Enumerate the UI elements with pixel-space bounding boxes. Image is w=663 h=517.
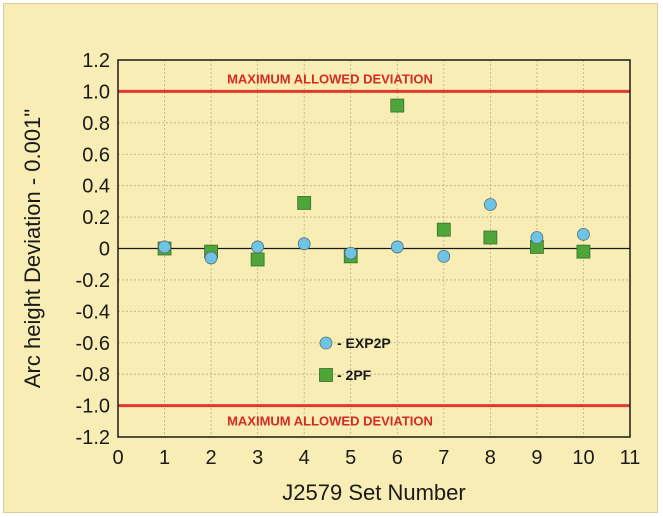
x-tick-label: 0 — [112, 447, 123, 469]
x-tick-label: 11 — [620, 447, 641, 469]
y-tick-label: -0.8 — [76, 364, 110, 386]
legend-label: - EXP2P — [337, 335, 391, 351]
legend-label: - 2PF — [337, 367, 372, 383]
exp2p-point — [297, 237, 311, 251]
exp2p-point — [437, 249, 451, 263]
y-tick-label: 0.4 — [82, 176, 110, 198]
y-tick-label: 0 — [99, 239, 110, 261]
max-deviation-label: MAXIMUM ALLOWED DEVIATION — [227, 414, 433, 429]
exp2p-point — [251, 240, 265, 254]
x-tick-label: 5 — [345, 447, 356, 469]
y-tick-label: -0.2 — [76, 270, 110, 292]
exp2p-point — [530, 231, 544, 244]
y-tick-label: -0.6 — [76, 333, 110, 355]
max-deviation-label: MAXIMUM ALLOWED DEVIATION — [227, 71, 433, 86]
x-tick-label: 8 — [485, 447, 496, 469]
x-tick-label: 7 — [438, 447, 449, 469]
y-axis-title: Arc height Deviation - 0.001" — [20, 109, 45, 388]
y-tick-label: 0.8 — [82, 113, 110, 135]
2pf-point — [483, 230, 498, 245]
exp2p-point — [577, 227, 590, 241]
2pf-point — [297, 196, 312, 210]
x-tick-label: 2 — [206, 447, 217, 469]
y-tick-label: 1.2 — [82, 50, 110, 72]
2pf-point — [576, 244, 591, 259]
2pf-point — [436, 222, 451, 237]
x-tick-label: 9 — [531, 447, 542, 469]
tick-labels: 0 1 2 3 4 5 6 7 8 9 10 11 1.2 1.0 0.8 0.6 0.4 0.2 0 -0.2 -0.… — [76, 50, 641, 469]
2pf-point — [250, 252, 265, 267]
limit-lines: MAXIMUM ALLOWED DEVIATION MAXIMUM ALLOWED… — [118, 71, 630, 429]
y-tick-label: -0.4 — [76, 301, 110, 323]
y-tick-label: -1.0 — [76, 396, 110, 418]
x-axis-title: J2579 Set Number — [282, 480, 465, 505]
exp2p-point — [158, 240, 171, 254]
legend-marker-exp2p — [319, 336, 333, 350]
y-tick-label: 1.0 — [82, 81, 110, 103]
x-tick-label: 4 — [299, 447, 310, 469]
legend: - EXP2P - 2PF — [319, 335, 391, 383]
x-tick-label: 1 — [159, 447, 170, 469]
y-tick-label: 0.6 — [82, 144, 110, 166]
y-tick-label: 0.2 — [82, 207, 110, 229]
x-tick-label: 3 — [252, 447, 263, 469]
chart-panel — [3, 3, 658, 513]
legend-marker-2pf — [319, 368, 333, 382]
exp2p-point — [344, 246, 358, 260]
y-tick-label: -1.2 — [76, 427, 110, 449]
2pf-point — [390, 98, 405, 113]
plot-border — [117, 59, 631, 438]
x-tick-label: 10 — [572, 447, 594, 469]
exp2p-point — [483, 198, 497, 211]
data-points — [157, 98, 591, 267]
exp2p-point — [390, 240, 404, 254]
x-tick-label: 6 — [392, 447, 403, 469]
exp2p-point — [204, 251, 218, 265]
